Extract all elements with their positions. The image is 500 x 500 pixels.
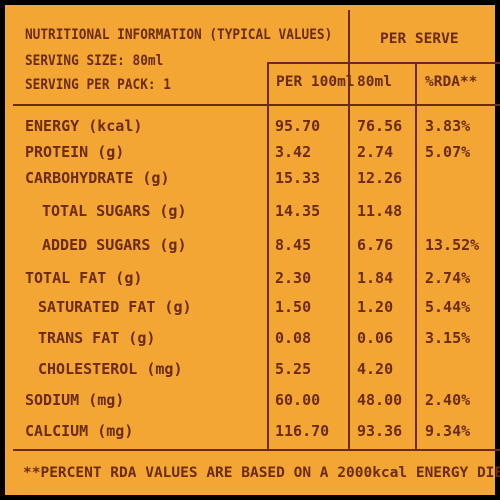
nutrient-name: CARBOHYDRATE (g) <box>25 169 170 187</box>
nutrient-name: CALCIUM (mg) <box>25 422 134 440</box>
nutrient-rda: 9.34% <box>425 422 471 440</box>
nutrient-per-100ml: 60.00 <box>275 391 321 409</box>
column-header-per-100ml: PER 100ml <box>276 74 355 90</box>
nutrient-per-100ml: 3.42 <box>275 143 312 161</box>
nutrient-rda: 13.52% <box>425 236 480 254</box>
nutrient-rda: 5.44% <box>425 298 471 316</box>
header-bottom-divider <box>13 104 500 106</box>
nutrient-per-100ml: 1.50 <box>275 298 312 316</box>
nutrient-name: CHOLESTEROL (mg) <box>38 360 183 378</box>
nutrient-per-80ml: 48.00 <box>357 391 403 409</box>
nutrient-per-80ml: 12.26 <box>357 169 403 187</box>
nutrient-name: SATURATED FAT (g) <box>38 298 192 316</box>
nutrient-rda: 2.74% <box>425 269 471 287</box>
column-divider-1 <box>267 62 269 449</box>
label-title: NUTRITIONAL INFORMATION (TYPICAL VALUES) <box>25 27 333 43</box>
nutrient-per-100ml: 5.25 <box>275 360 312 378</box>
per-serve-heading: PER SERVE <box>380 31 459 47</box>
nutrient-per-100ml: 116.70 <box>275 422 330 440</box>
nutrient-per-100ml: 95.70 <box>275 117 321 135</box>
nutrient-name: TOTAL FAT (g) <box>25 269 143 287</box>
nutrient-per-80ml: 4.20 <box>357 360 394 378</box>
nutrient-per-100ml: 0.08 <box>275 329 312 347</box>
serving-size: SERVING SIZE: 80ml <box>25 53 164 69</box>
nutrient-name: TRANS FAT (g) <box>38 329 156 347</box>
footer-divider <box>13 449 500 451</box>
nutrient-per-80ml: 1.84 <box>357 269 394 287</box>
nutrient-per-80ml: 2.74 <box>357 143 394 161</box>
nutrient-per-80ml: 6.76 <box>357 236 394 254</box>
nutrient-per-80ml: 11.48 <box>357 202 403 220</box>
nutrient-per-80ml: 76.56 <box>357 117 403 135</box>
column-divider-3 <box>415 62 417 449</box>
nutrient-rda: 5.07% <box>425 143 471 161</box>
nutrient-rda: 2.40% <box>425 391 471 409</box>
header-top-divider <box>267 62 500 64</box>
nutrient-per-100ml: 2.30 <box>275 269 312 287</box>
nutrient-rda: 3.83% <box>425 117 471 135</box>
nutrient-per-100ml: 15.33 <box>275 169 321 187</box>
nutrient-per-100ml: 8.45 <box>275 236 312 254</box>
rda-footnote: **PERCENT RDA VALUES ARE BASED ON A 2000… <box>23 465 500 481</box>
servings-per-pack: SERVING PER PACK: 1 <box>25 77 171 93</box>
nutrient-name: SODIUM (mg) <box>25 391 125 409</box>
nutrient-per-100ml: 14.35 <box>275 202 321 220</box>
nutrient-per-80ml: 93.36 <box>357 422 403 440</box>
nutrient-per-80ml: 1.20 <box>357 298 394 316</box>
nutrient-per-80ml: 0.06 <box>357 329 394 347</box>
column-divider-2 <box>348 10 350 449</box>
nutrient-name: ADDED SUGARS (g) <box>42 236 187 254</box>
column-header-80ml: 80ml <box>357 74 392 90</box>
nutrient-name: PROTEIN (g) <box>25 143 125 161</box>
nutrient-name: TOTAL SUGARS (g) <box>42 202 187 220</box>
nutrient-name: ENERGY (kcal) <box>25 117 143 135</box>
nutrient-rda: 3.15% <box>425 329 471 347</box>
column-header-rda: %RDA** <box>425 74 478 90</box>
